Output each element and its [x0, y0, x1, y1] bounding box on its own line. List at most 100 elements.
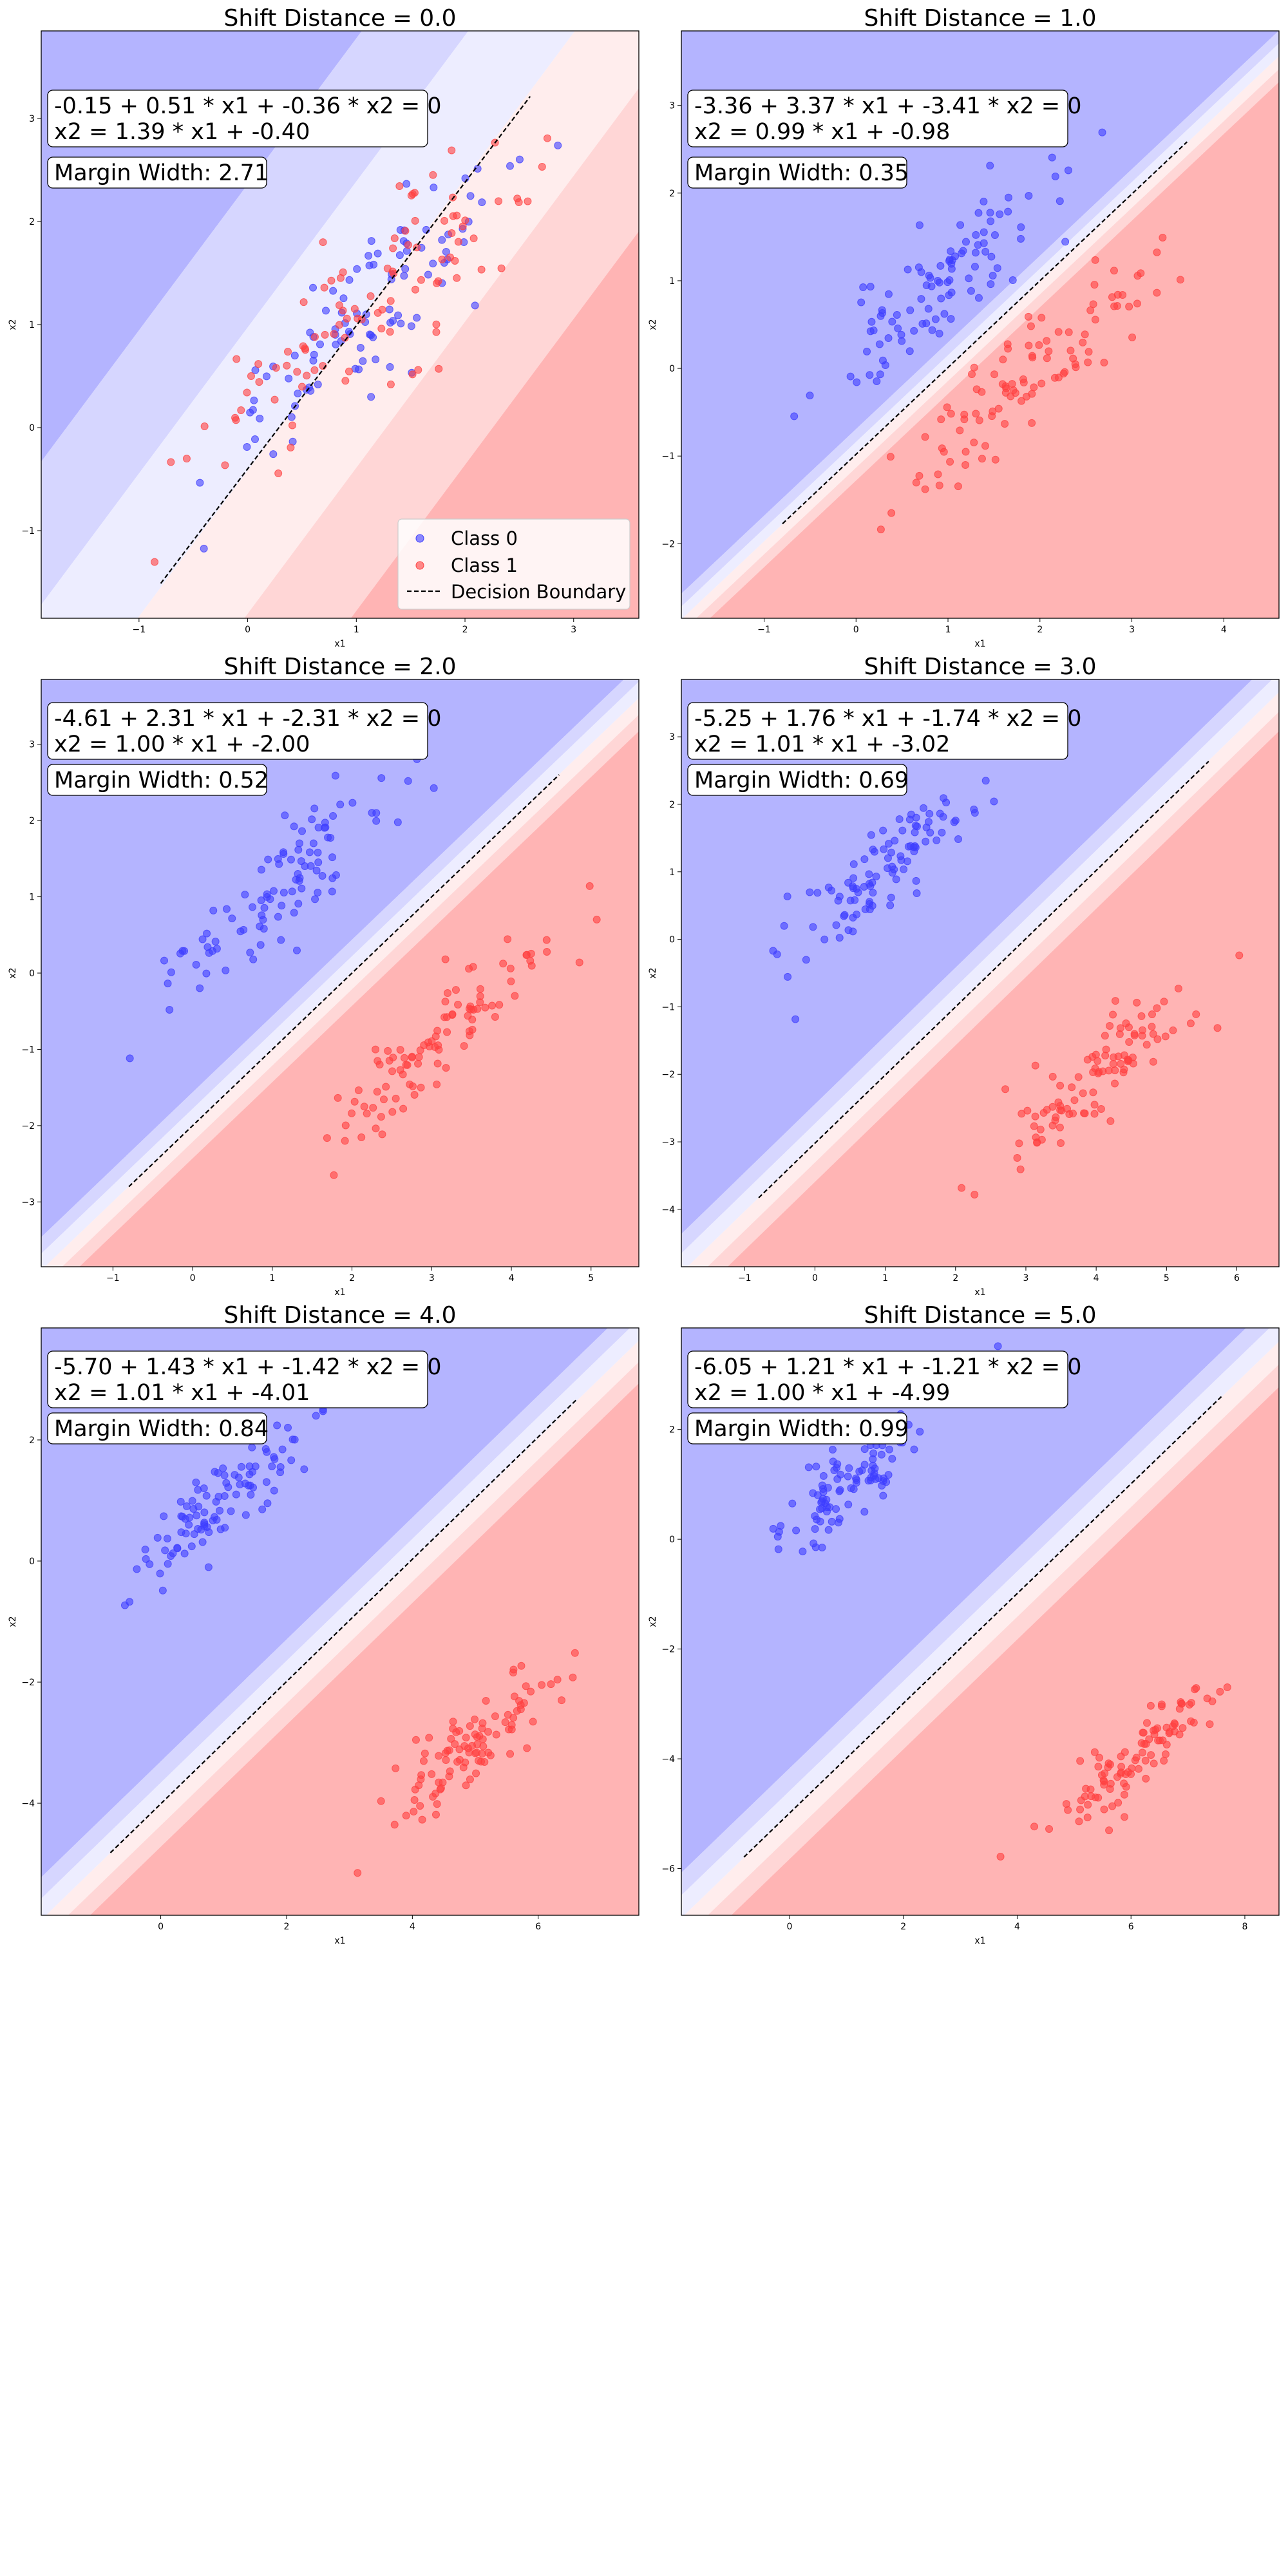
x-tick-label: 4 — [1221, 625, 1227, 635]
class1-point — [416, 1046, 424, 1054]
panel-1: −1 0 1 2 3 −1 0 1 2 3 x1 x2 Shift Distance = 0.0 -0.1… — [8, 5, 639, 649]
class0-point — [993, 264, 1001, 272]
y-tick-label: −4 — [21, 1799, 35, 1809]
y-tick-label: 2 — [669, 189, 675, 199]
class0-point — [828, 1517, 836, 1526]
class1-point — [456, 1756, 464, 1764]
class0-point — [281, 811, 289, 820]
class1-point — [495, 1001, 504, 1009]
class1-point — [1079, 1109, 1088, 1117]
class0-point — [980, 197, 988, 205]
class0-point — [367, 237, 375, 245]
class0-point — [1064, 166, 1072, 175]
class0-point — [400, 272, 408, 280]
class0-point — [438, 236, 446, 244]
class0-point — [202, 1492, 211, 1500]
class1-point — [934, 470, 942, 478]
y-tick-label: 3 — [29, 740, 35, 750]
class0-point — [219, 1464, 227, 1472]
class1-point — [958, 1184, 966, 1192]
y-tick-label: −3 — [661, 1137, 675, 1148]
class1-point — [466, 1775, 474, 1783]
class0-point — [813, 1491, 822, 1499]
class1-point — [449, 1718, 457, 1726]
class0-point — [773, 950, 781, 958]
class0-point — [996, 210, 1004, 218]
class0-point — [846, 372, 855, 381]
legend-class0-label: Class 0 — [451, 527, 518, 549]
class1-point — [433, 1027, 442, 1035]
class0-point — [948, 256, 956, 264]
class1-point — [415, 1053, 423, 1061]
class0-point — [849, 927, 857, 936]
class1-point — [1141, 1756, 1150, 1765]
class0-point — [954, 835, 962, 843]
class0-point — [857, 298, 866, 307]
class1-point — [1138, 1748, 1146, 1757]
class0-point — [250, 396, 258, 404]
x-tick-label: 6 — [535, 1922, 541, 1932]
class0-point — [211, 937, 220, 945]
class1-point — [1191, 1685, 1199, 1694]
class0-point — [869, 846, 877, 854]
class0-point — [942, 799, 951, 807]
class0-point — [292, 946, 301, 954]
class1-point — [284, 348, 292, 356]
equation-box — [47, 702, 428, 760]
decision-regions — [41, 679, 639, 1267]
class0-point — [209, 906, 218, 914]
class1-point — [455, 1745, 464, 1754]
class1-point — [1079, 338, 1087, 346]
class1-point — [488, 1001, 497, 1010]
class0-point — [237, 1463, 245, 1471]
class0-point — [910, 1445, 918, 1454]
class1-point — [960, 410, 969, 419]
region-class0-inner — [681, 679, 1279, 1267]
class0-point — [314, 858, 323, 866]
x-tick-label: 3 — [1129, 625, 1135, 635]
class1-point — [386, 297, 395, 305]
class1-point — [471, 1749, 480, 1757]
class1-point — [410, 1091, 419, 1099]
class0-point — [478, 198, 486, 207]
class1-point — [1111, 997, 1119, 1005]
class1-point — [254, 360, 263, 368]
class0-point — [956, 221, 965, 229]
region-class0-mid — [681, 31, 1279, 607]
class1-point — [495, 197, 503, 205]
class1-point — [372, 1045, 380, 1054]
class1-point — [509, 1669, 517, 1677]
class0-point — [167, 1552, 175, 1560]
class1-point — [465, 965, 473, 973]
class0-point — [386, 363, 394, 371]
class0-point — [316, 340, 324, 348]
y-tick-label: 0 — [669, 935, 675, 945]
y-tick-label: −4 — [661, 1205, 675, 1215]
class1-point — [1018, 397, 1026, 405]
class0-point — [867, 317, 876, 326]
x-tick-label: 4 — [410, 1922, 415, 1932]
scatter-points — [790, 128, 1184, 534]
class1-point — [507, 1721, 516, 1729]
class0-point — [270, 1455, 279, 1463]
class0-point — [187, 1542, 196, 1551]
class0-point — [259, 916, 267, 924]
class1-point — [446, 1767, 454, 1776]
class1-point — [454, 238, 462, 246]
class0-point — [245, 1470, 254, 1479]
class1-point — [1125, 303, 1133, 311]
class0-point — [906, 842, 914, 850]
class1-point — [1091, 316, 1099, 324]
x-tick-label: 1 — [354, 625, 359, 635]
class1-point — [388, 1108, 397, 1116]
class1-point — [569, 1673, 577, 1681]
region-class0-mid — [41, 1328, 630, 1899]
class0-point — [314, 380, 322, 388]
class0-point — [904, 857, 912, 866]
class0-point — [867, 1473, 875, 1482]
class1-point — [472, 1769, 480, 1777]
class0-point — [925, 810, 934, 818]
class0-point — [892, 875, 900, 884]
class1-point — [446, 253, 455, 261]
class0-point — [897, 330, 905, 339]
